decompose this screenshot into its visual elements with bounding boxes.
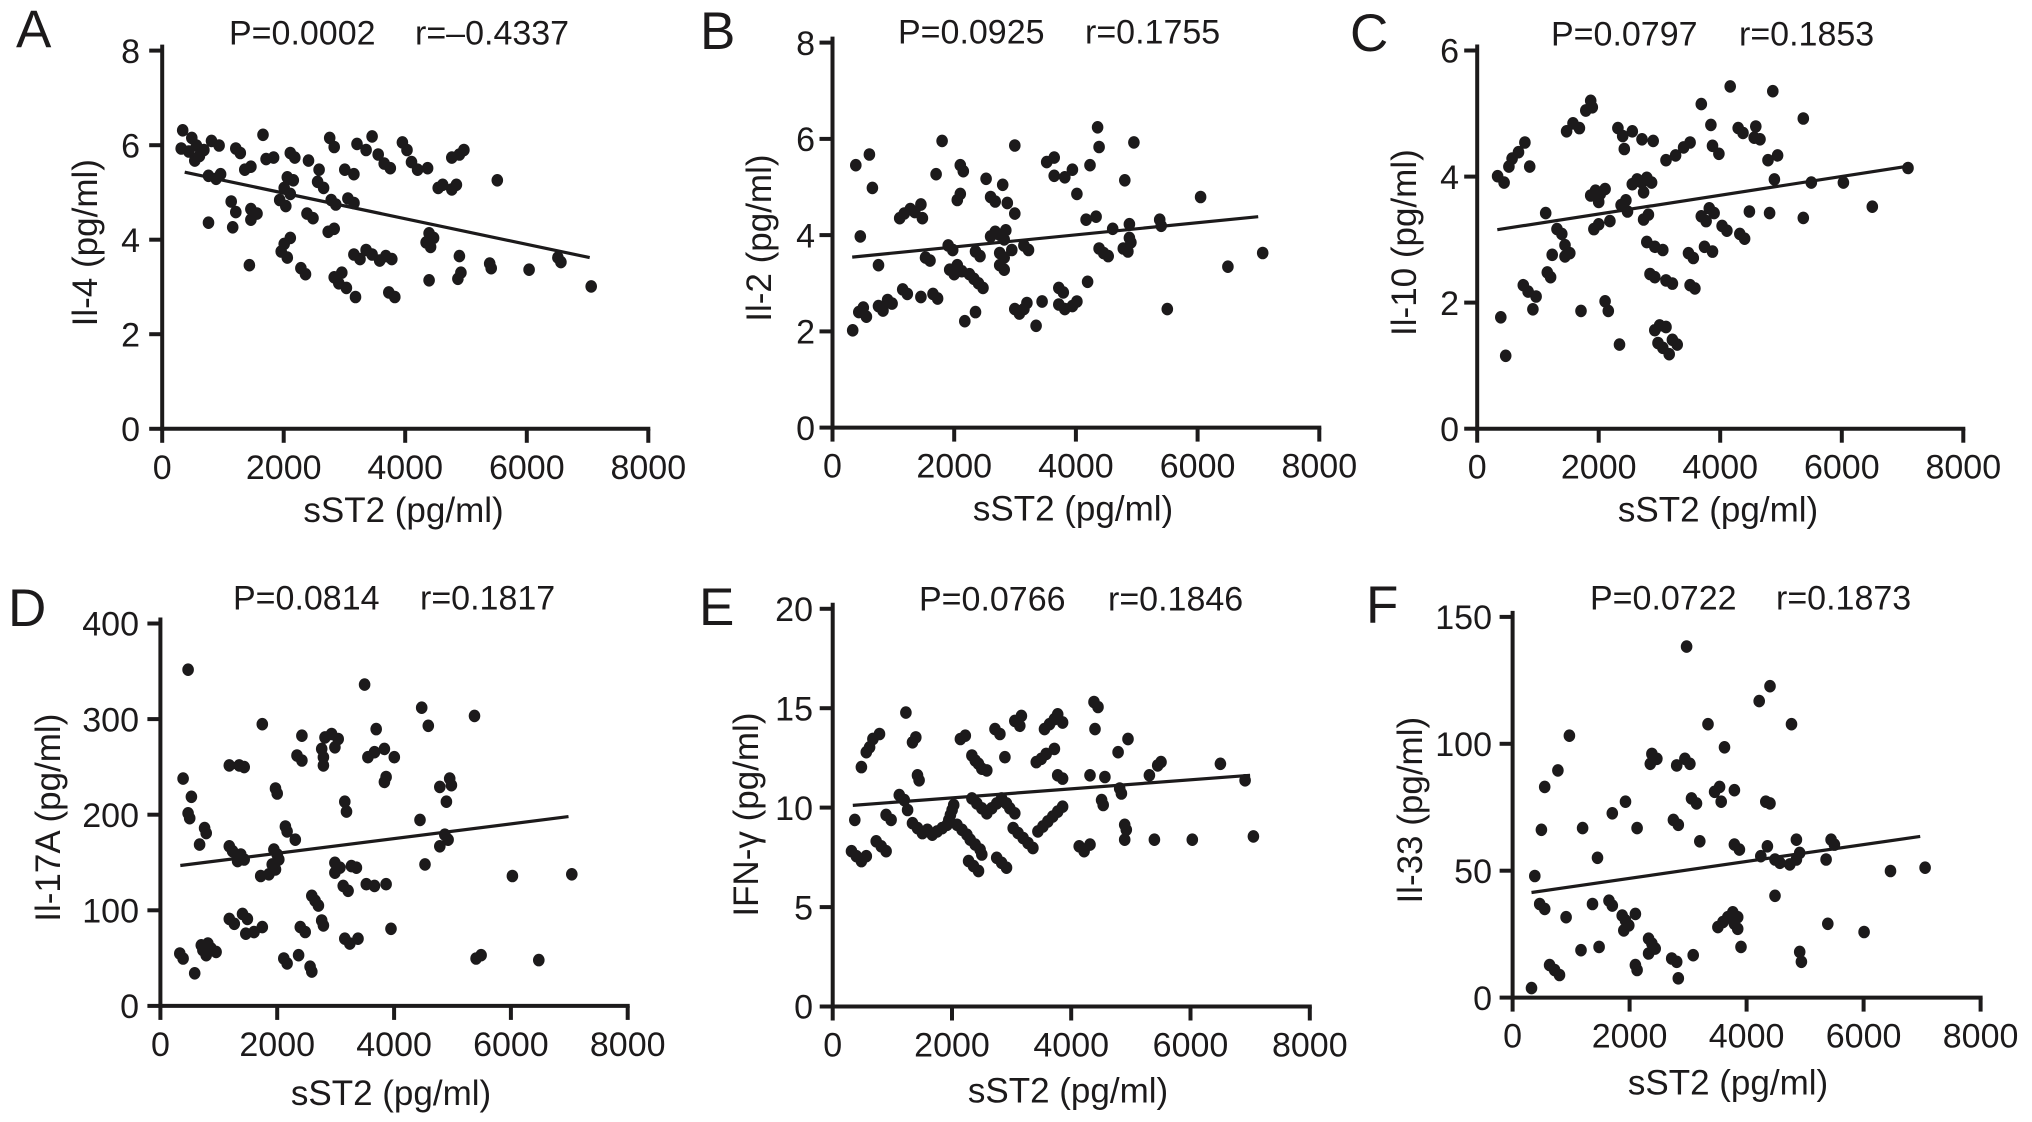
- svg-text:150: 150: [1435, 599, 1492, 637]
- svg-text:Il-4 (pg/ml): Il-4 (pg/ml): [66, 159, 105, 326]
- svg-text:Il-33 (pg/ml): Il-33 (pg/ml): [1391, 717, 1430, 904]
- svg-text:8000: 8000: [1272, 1027, 1348, 1065]
- svg-text:6: 6: [1440, 33, 1459, 71]
- svg-text:4000: 4000: [356, 1026, 432, 1064]
- svg-text:r=0.1873: r=0.1873: [1776, 580, 1911, 618]
- svg-text:r=0.1817: r=0.1817: [420, 580, 555, 618]
- svg-text:300: 300: [82, 701, 139, 739]
- svg-text:P=0.0797: P=0.0797: [1551, 16, 1698, 54]
- svg-text:0: 0: [1440, 411, 1459, 449]
- svg-text:2: 2: [796, 314, 815, 352]
- svg-text:4000: 4000: [1709, 1018, 1785, 1056]
- svg-text:2000: 2000: [1561, 449, 1637, 487]
- svg-text:sST2 (pg/ml): sST2 (pg/ml): [973, 490, 1173, 529]
- svg-text:0: 0: [120, 988, 139, 1026]
- svg-text:400: 400: [82, 606, 139, 644]
- svg-text:10: 10: [775, 790, 813, 828]
- svg-text:D: D: [8, 579, 46, 638]
- svg-text:20: 20: [775, 591, 813, 629]
- svg-text:6: 6: [796, 121, 815, 159]
- svg-text:F: F: [1366, 576, 1398, 635]
- svg-text:sST2 (pg/ml): sST2 (pg/ml): [968, 1072, 1168, 1111]
- svg-text:8: 8: [796, 25, 815, 63]
- svg-text:0: 0: [151, 1026, 170, 1064]
- svg-text:4000: 4000: [1038, 448, 1114, 486]
- svg-text:2: 2: [1440, 285, 1459, 323]
- svg-text:P=0.0722: P=0.0722: [1590, 580, 1737, 618]
- svg-text:0: 0: [794, 989, 813, 1027]
- svg-text:100: 100: [1435, 726, 1492, 764]
- svg-text:6000: 6000: [473, 1026, 549, 1064]
- svg-text:A: A: [16, 0, 52, 59]
- svg-text:sST2 (pg/ml): sST2 (pg/ml): [1618, 491, 1818, 530]
- svg-text:Il-17A (pg/ml): Il-17A (pg/ml): [29, 714, 68, 922]
- svg-text:6: 6: [121, 127, 140, 165]
- svg-text:0: 0: [823, 448, 842, 486]
- svg-text:6000: 6000: [1153, 1027, 1229, 1065]
- svg-text:6000: 6000: [1826, 1018, 1902, 1056]
- svg-text:6000: 6000: [1804, 449, 1880, 487]
- svg-text:r=0.1853: r=0.1853: [1739, 16, 1874, 54]
- svg-text:C: C: [1350, 4, 1388, 63]
- svg-text:200: 200: [82, 797, 139, 835]
- svg-text:4: 4: [1440, 159, 1459, 197]
- svg-text:E: E: [699, 578, 734, 637]
- svg-text:8000: 8000: [610, 449, 686, 487]
- svg-text:8000: 8000: [1943, 1018, 2019, 1056]
- svg-text:sST2 (pg/ml): sST2 (pg/ml): [1628, 1064, 1828, 1103]
- svg-text:8: 8: [121, 33, 140, 71]
- svg-text:0: 0: [823, 1027, 842, 1065]
- svg-text:B: B: [700, 2, 735, 61]
- svg-text:6000: 6000: [489, 449, 565, 487]
- svg-text:IFN-γ (pg/ml): IFN-γ (pg/ml): [727, 713, 766, 917]
- svg-text:0: 0: [121, 411, 140, 449]
- svg-text:Il-10 (pg/ml): Il-10 (pg/ml): [1385, 149, 1424, 336]
- svg-text:r=0.1846: r=0.1846: [1108, 581, 1243, 619]
- svg-text:8000: 8000: [590, 1026, 666, 1064]
- svg-text:2000: 2000: [1592, 1018, 1668, 1056]
- svg-text:P=0.0925: P=0.0925: [898, 14, 1045, 52]
- svg-text:P=0.0766: P=0.0766: [919, 581, 1066, 619]
- svg-text:100: 100: [82, 893, 139, 931]
- svg-text:8000: 8000: [1925, 449, 2001, 487]
- svg-text:15: 15: [775, 690, 813, 728]
- svg-text:5: 5: [794, 889, 813, 927]
- svg-text:0: 0: [1473, 980, 1492, 1018]
- svg-text:2000: 2000: [914, 1027, 990, 1065]
- svg-text:2000: 2000: [916, 448, 992, 486]
- svg-text:r=0.1755: r=0.1755: [1085, 14, 1220, 52]
- svg-text:P=0.0002: P=0.0002: [229, 15, 376, 53]
- svg-text:2000: 2000: [239, 1026, 315, 1064]
- svg-text:50: 50: [1454, 853, 1492, 891]
- svg-text:0: 0: [1503, 1018, 1522, 1056]
- svg-text:4000: 4000: [1033, 1027, 1109, 1065]
- svg-text:2: 2: [121, 316, 140, 354]
- svg-text:4: 4: [796, 217, 815, 255]
- svg-text:4: 4: [121, 222, 140, 260]
- svg-text:6000: 6000: [1160, 448, 1236, 486]
- svg-text:r=–0.4337: r=–0.4337: [415, 15, 569, 53]
- svg-text:sST2 (pg/ml): sST2 (pg/ml): [303, 491, 503, 530]
- svg-text:Il-2 (pg/ml): Il-2 (pg/ml): [740, 154, 779, 321]
- svg-text:4000: 4000: [1682, 449, 1758, 487]
- svg-text:P=0.0814: P=0.0814: [233, 580, 380, 618]
- svg-text:4000: 4000: [367, 449, 443, 487]
- svg-text:8000: 8000: [1281, 448, 1357, 486]
- svg-text:sST2 (pg/ml): sST2 (pg/ml): [291, 1074, 491, 1113]
- svg-text:0: 0: [796, 410, 815, 448]
- svg-text:2000: 2000: [246, 449, 322, 487]
- svg-text:0: 0: [1468, 449, 1487, 487]
- svg-text:0: 0: [153, 449, 172, 487]
